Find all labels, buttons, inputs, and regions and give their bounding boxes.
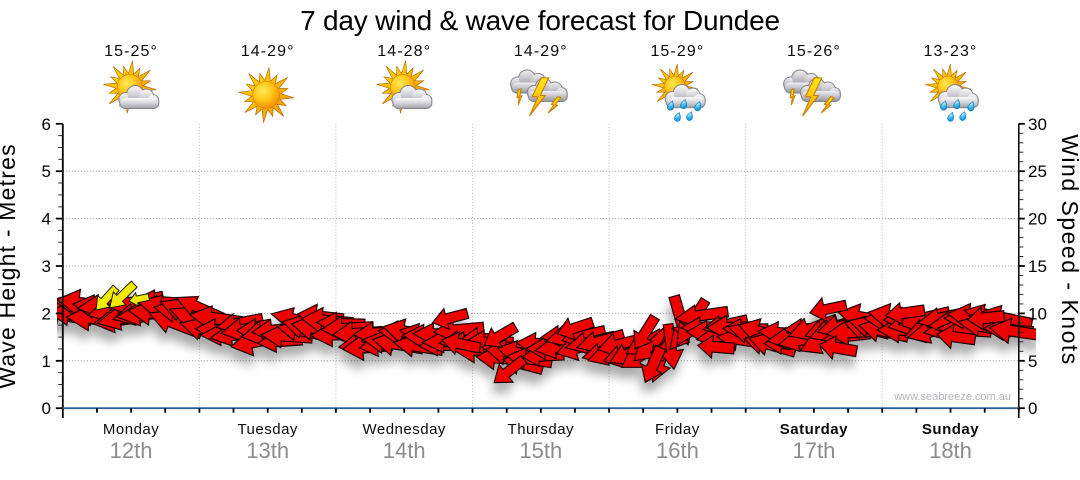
svg-text:15: 15 <box>1028 257 1047 276</box>
svg-text:14th: 14th <box>383 438 426 463</box>
svg-text:Tuesday: Tuesday <box>237 421 297 438</box>
svg-text:0: 0 <box>42 399 51 418</box>
svg-text:Friday: Friday <box>655 421 700 438</box>
svg-text:14-29°: 14-29° <box>514 43 568 60</box>
svg-text:3: 3 <box>42 257 51 276</box>
svg-text:2: 2 <box>42 304 51 323</box>
svg-text:6: 6 <box>42 115 51 134</box>
svg-text:5: 5 <box>42 162 51 181</box>
svg-text:0: 0 <box>1028 399 1037 418</box>
svg-text:15-25°: 15-25° <box>104 43 158 60</box>
svg-text:15-26°: 15-26° <box>787 43 841 60</box>
svg-text:Wave Height - Metres: Wave Height - Metres <box>0 143 20 389</box>
svg-text:14-28°: 14-28° <box>377 43 431 60</box>
svg-text:20: 20 <box>1028 210 1047 229</box>
svg-text:14-29°: 14-29° <box>241 43 295 60</box>
svg-text:5: 5 <box>1028 352 1037 371</box>
svg-text:Saturday: Saturday <box>780 421 848 438</box>
svg-text:Wind Speed - Knots: Wind Speed - Knots <box>1057 134 1080 366</box>
svg-text:10: 10 <box>1028 304 1047 323</box>
svg-text:Wednesday: Wednesday <box>362 421 445 438</box>
svg-text:13th: 13th <box>246 438 289 463</box>
svg-text:Thursday: Thursday <box>508 421 575 438</box>
svg-text:30: 30 <box>1028 115 1047 134</box>
svg-text:1: 1 <box>42 352 51 371</box>
svg-text:www.seabreeze.com.au: www.seabreeze.com.au <box>893 391 1011 403</box>
svg-text:16th: 16th <box>656 438 699 463</box>
svg-text:12th: 12th <box>110 438 153 463</box>
svg-text:18th: 18th <box>929 438 972 463</box>
svg-text:15-29°: 15-29° <box>650 43 704 60</box>
svg-text:Sunday: Sunday <box>922 421 979 438</box>
svg-text:4: 4 <box>42 210 51 229</box>
svg-text:Monday: Monday <box>103 421 159 438</box>
svg-text:13-23°: 13-23° <box>924 43 978 60</box>
svg-text:15th: 15th <box>519 438 562 463</box>
svg-text:25: 25 <box>1028 162 1047 181</box>
svg-text:7 day wind & wave forecast for: 7 day wind & wave forecast for Dundee <box>300 5 780 36</box>
svg-text:17th: 17th <box>792 438 835 463</box>
